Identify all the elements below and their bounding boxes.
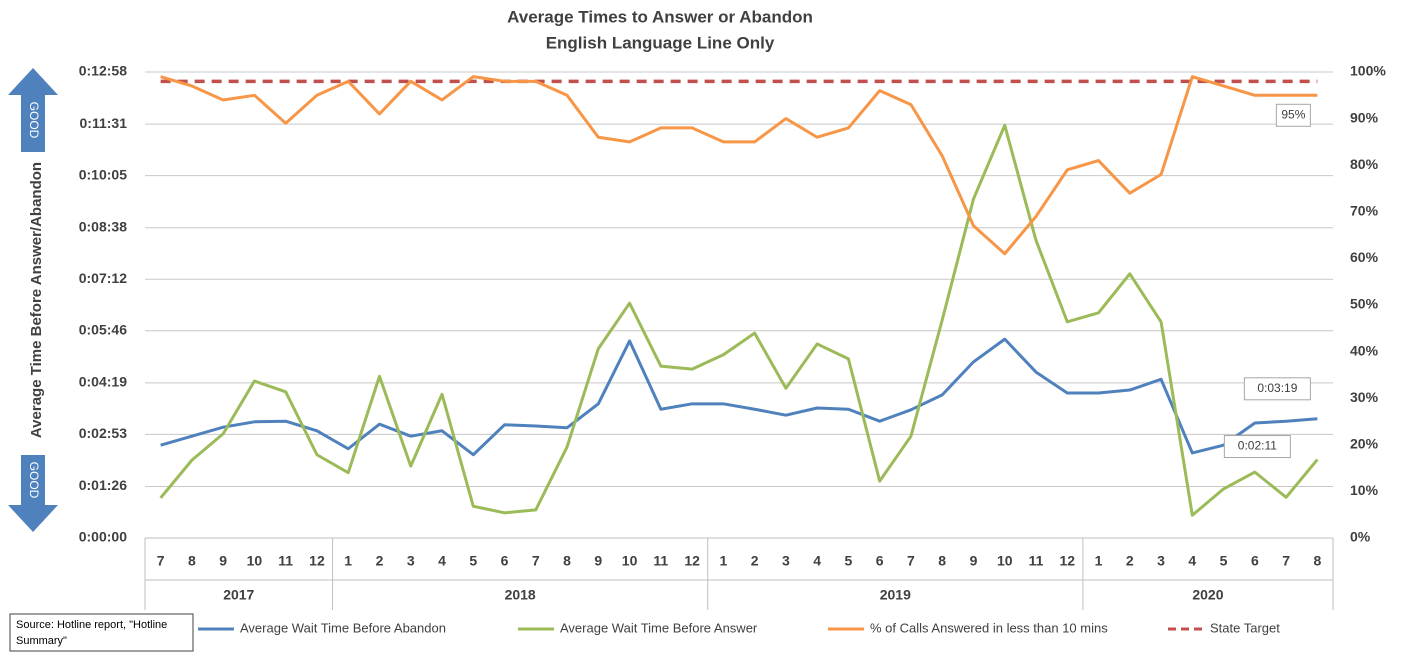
data-label: 0:02:11	[1238, 439, 1277, 453]
x-group-label: 2019	[880, 587, 911, 603]
x-tick-label: 6	[876, 553, 884, 569]
series-line	[159, 123, 1319, 517]
y-axis-title: Average Time Before Answer/Abandon	[28, 162, 45, 438]
series-line	[160, 75, 1318, 256]
x-tick-label: 10	[997, 553, 1013, 569]
x-tick-label: 6	[501, 553, 509, 569]
x-tick-label: 8	[1313, 553, 1321, 569]
x-tick-label: 5	[469, 553, 477, 569]
source: Summary"	[16, 635, 67, 647]
x-tick-label: 11	[278, 553, 293, 569]
data-label-box	[1223, 435, 1291, 459]
source-box	[9, 613, 194, 652]
y2-tick-label: 40%	[1350, 342, 1379, 358]
y2-tick-label: 100%	[1350, 63, 1386, 79]
x-tick-label: 8	[188, 553, 196, 569]
y2-tick-label: 20%	[1350, 436, 1379, 452]
x-tick-label: 12	[684, 553, 700, 569]
good-label: GOOD	[27, 102, 41, 139]
y2-tick-label: 80%	[1350, 156, 1379, 172]
y-tick-label: 0:04:19	[79, 374, 127, 390]
x-group-label: 2017	[223, 587, 254, 603]
x-tick-label: 4	[813, 553, 821, 569]
good-arrow-up	[8, 68, 58, 152]
x-tick-label: 6	[1251, 553, 1259, 569]
y-tick-label: 0:05:46	[79, 321, 127, 337]
legend-label: Average Wait Time Before Answer	[560, 620, 758, 635]
x-tick-label: 2	[1126, 553, 1134, 569]
y2-tick-label: 10%	[1350, 482, 1379, 498]
x-group-label: 2020	[1192, 587, 1223, 603]
x-tick-label: 7	[157, 553, 165, 569]
x-tick-label: 12	[1059, 553, 1075, 569]
x-tick-label: 2	[376, 553, 384, 569]
y-tick-label: 0:02:53	[79, 425, 127, 441]
x-tick-label: 1	[1095, 553, 1103, 569]
x-tick-label: 10	[247, 553, 263, 569]
chart-title: Average Times to Answer or Abandon	[507, 7, 813, 26]
x-tick-label: 9	[594, 553, 602, 569]
data-label: 95%	[1281, 107, 1305, 121]
y-tick-label: 0:08:38	[79, 218, 127, 234]
data-label-box	[1243, 377, 1311, 401]
x-tick-label: 9	[219, 553, 227, 569]
x-tick-label: 11	[1029, 553, 1044, 569]
series-line	[160, 337, 1318, 457]
y-tick-label: 0:00:00	[79, 529, 127, 545]
x-tick-label: 4	[438, 553, 446, 569]
source: Source: Hotline report, "Hotline	[16, 619, 167, 631]
chart-subtitle: English Language Line Only	[546, 33, 775, 52]
x-tick-label: 7	[907, 553, 915, 569]
data-label-box	[1275, 103, 1311, 127]
legend-label: % of Calls Answered in less than 10 mins	[870, 620, 1108, 635]
x-tick-label: 1	[344, 553, 352, 569]
x-tick-label: 5	[1220, 553, 1228, 569]
x-tick-label: 3	[407, 553, 415, 569]
x-tick-label: 3	[782, 553, 790, 569]
good-label: GOOD	[27, 462, 41, 499]
y2-tick-label: 90%	[1350, 109, 1379, 125]
x-tick-label: 4	[1188, 553, 1196, 569]
y2-tick-label: 60%	[1350, 249, 1379, 265]
x-tick-label: 5	[845, 553, 853, 569]
y-tick-label: 0:11:31	[80, 115, 128, 131]
x-tick-label: 3	[1157, 553, 1165, 569]
x-tick-label: 10	[622, 553, 638, 569]
y-tick-label: 0:07:12	[79, 270, 127, 286]
y2-tick-label: 0%	[1350, 529, 1371, 545]
y-tick-label: 0:10:05	[79, 166, 127, 182]
x-tick-label: 7	[1282, 553, 1290, 569]
legend-label: Average Wait Time Before Abandon	[240, 620, 446, 635]
x-tick-label: 11	[653, 553, 668, 569]
x-group-label: 2018	[505, 587, 536, 603]
y-tick-label: 0:01:26	[79, 477, 127, 493]
x-tick-label: 12	[309, 553, 325, 569]
x-tick-label: 8	[563, 553, 571, 569]
x-tick-label: 8	[938, 553, 946, 569]
legend-label: State Target	[1210, 620, 1280, 635]
y2-tick-label: 30%	[1350, 389, 1379, 405]
x-tick-label: 9	[970, 553, 978, 569]
data-label: 0:03:19	[1257, 381, 1297, 395]
y-tick-label: 0:12:58	[79, 63, 127, 79]
x-tick-label: 2	[751, 553, 759, 569]
y2-tick-label: 70%	[1350, 203, 1379, 219]
x-tick-label: 1	[719, 553, 727, 569]
x-tick-label: 7	[532, 553, 540, 569]
y2-tick-label: 50%	[1350, 296, 1379, 312]
good-arrow-down	[8, 455, 58, 532]
